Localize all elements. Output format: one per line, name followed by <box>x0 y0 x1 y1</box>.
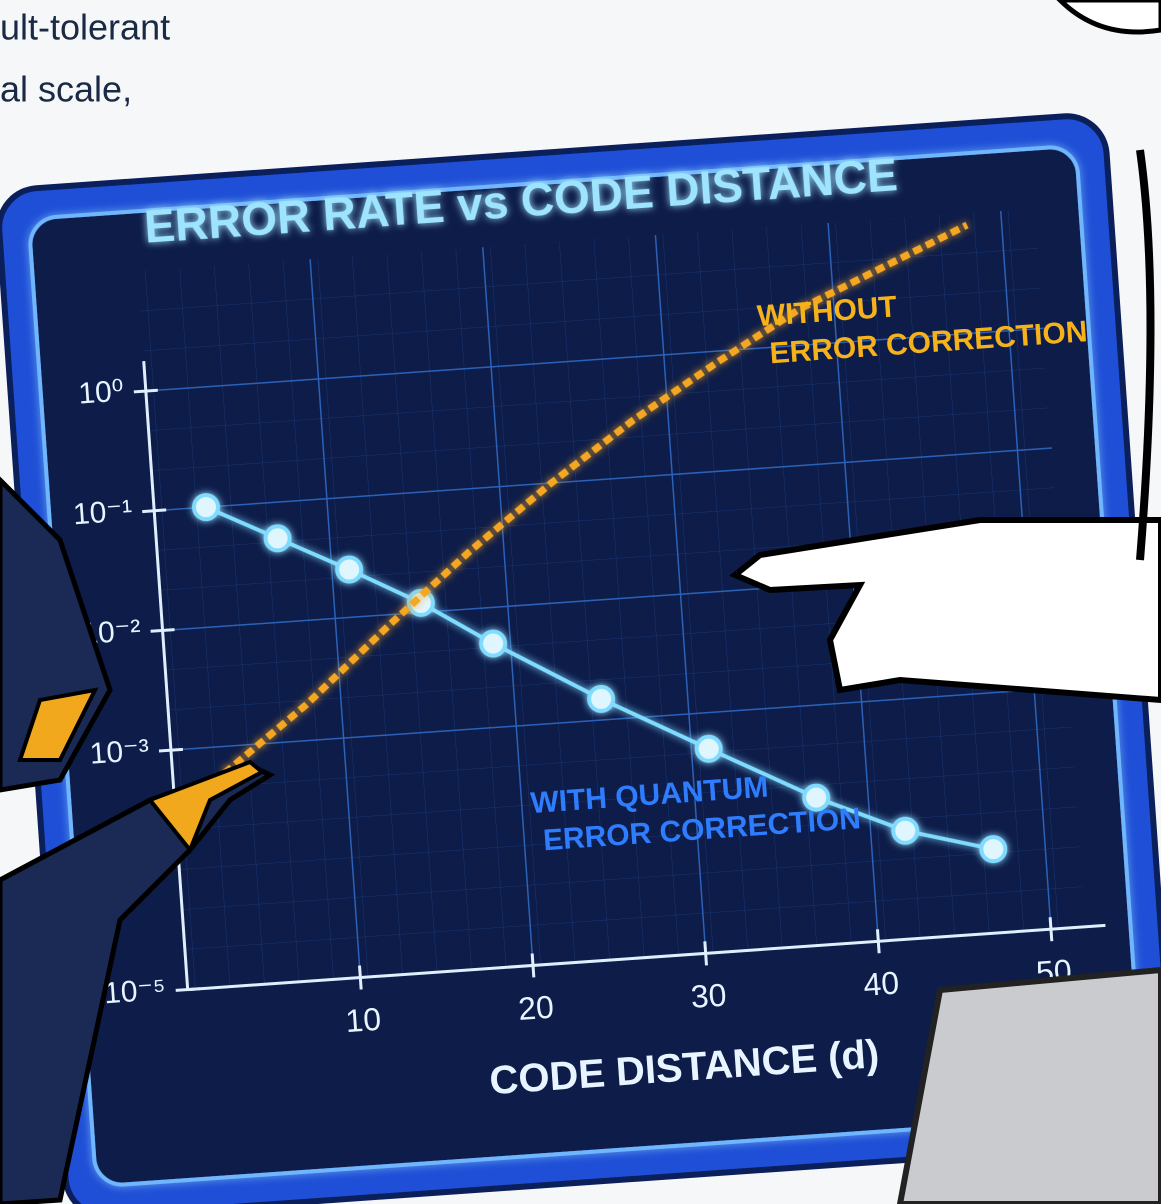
y-tick-label: 10⁻¹ <box>72 494 133 531</box>
y-tick-label: 10⁰ <box>77 375 125 411</box>
page: ult-tolerantal scale, ERROR RATE vs CODE… <box>0 0 1161 1204</box>
data-point <box>336 557 362 583</box>
data-point <box>588 686 614 712</box>
caption: ult-tolerant al scale, <box>0 7 170 110</box>
data-point <box>892 818 918 844</box>
x-tick-label: 30 <box>690 977 728 1015</box>
x-tick-label: 40 <box>862 964 900 1002</box>
data-point <box>480 631 506 657</box>
caption-line: ult-tolerant <box>0 7 170 48</box>
caption-line: al scale, <box>0 69 132 110</box>
y-tick-label: 10⁻³ <box>89 734 150 771</box>
data-point <box>265 526 291 552</box>
illustration: ult-tolerantal scale, ERROR RATE vs CODE… <box>0 0 1161 1204</box>
data-point <box>193 494 219 520</box>
data-point <box>696 736 722 762</box>
x-tick-label: 10 <box>344 1001 382 1039</box>
data-point <box>981 836 1007 862</box>
x-tick-label: 20 <box>517 989 555 1027</box>
y-tick-label: 10⁻⁵ <box>103 973 167 1010</box>
